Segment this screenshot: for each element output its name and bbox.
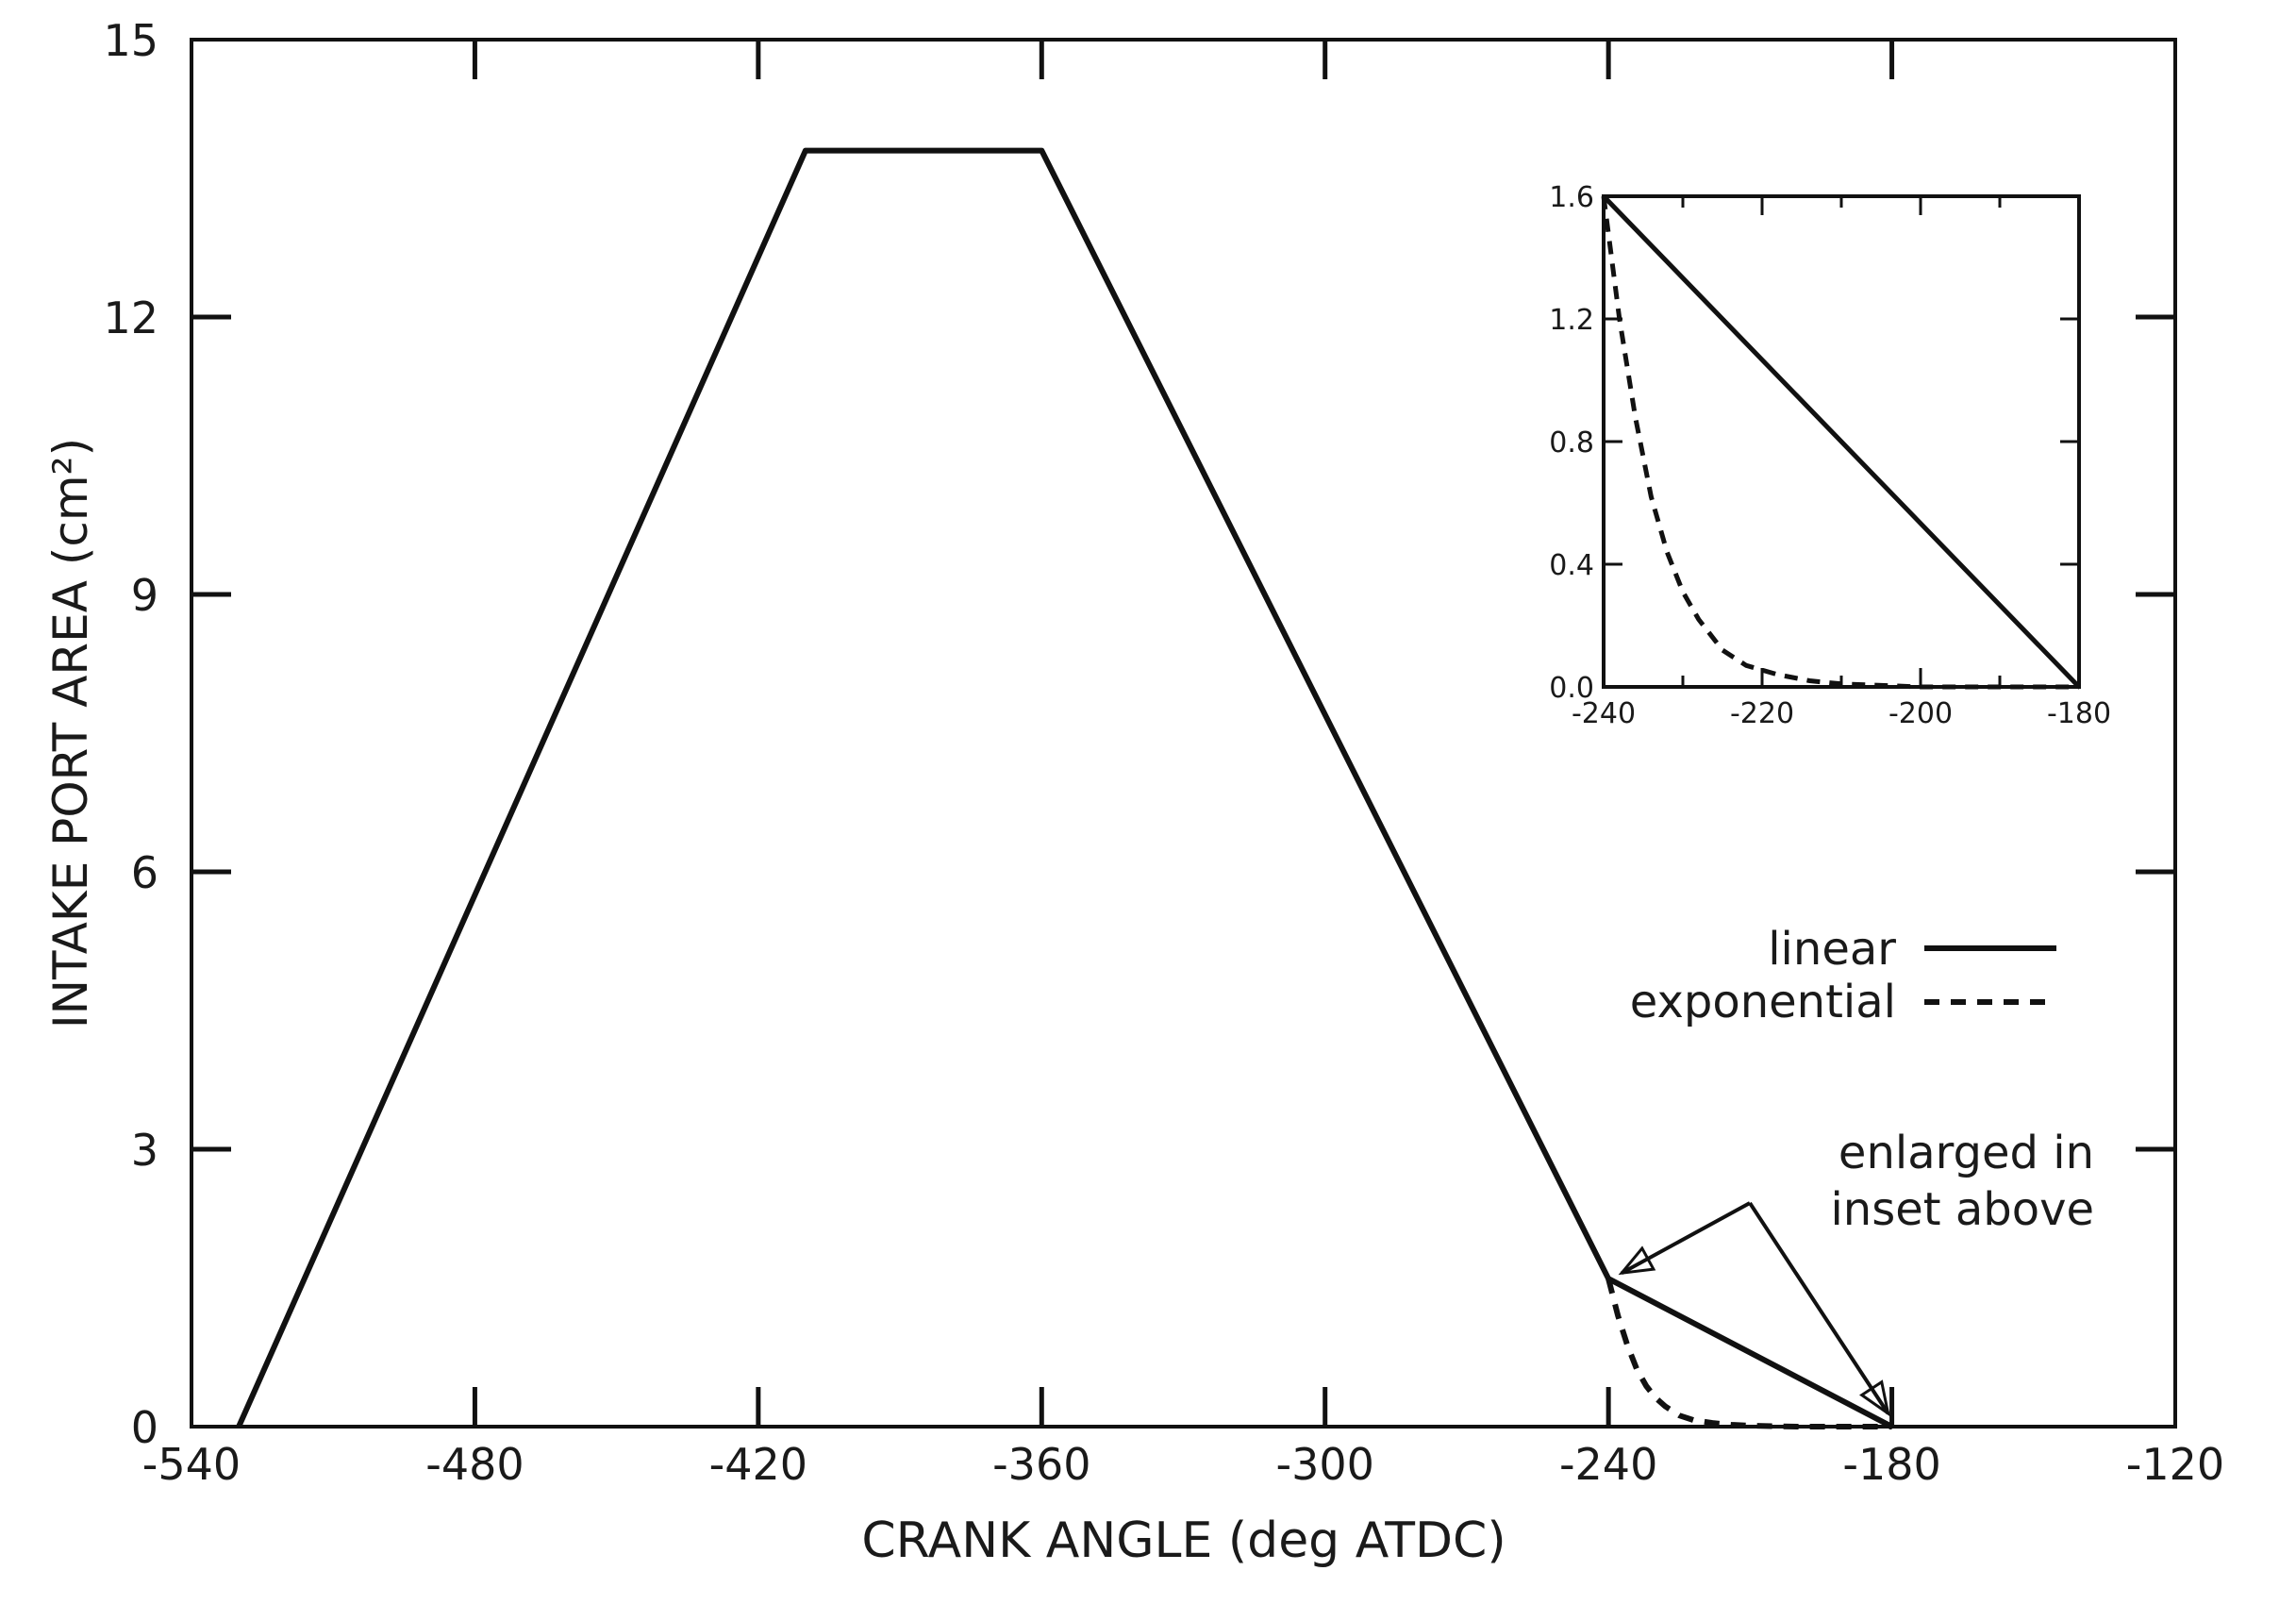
legend-label-exponential: exponential [1630, 976, 1896, 1028]
inset-y-tick-label: 1.6 [1549, 181, 1594, 214]
inset-x-tick-label: -180 [2047, 697, 2111, 730]
y-tick-label: 9 [131, 570, 158, 621]
y-tick-label: 0 [131, 1402, 158, 1453]
annotation-arrow [1748, 1201, 1890, 1415]
legend: linear exponential [1630, 923, 2056, 1028]
annotation-arrows [1618, 1201, 1890, 1417]
inset-x-tick-label: -220 [1730, 697, 1794, 730]
legend-label-linear: linear [1768, 923, 1896, 976]
annotation: enlarged in inset above [1618, 1127, 2094, 1417]
series-linear [236, 147, 1893, 1429]
x-tick-label: -540 [142, 1439, 241, 1490]
main-series [236, 147, 1893, 1429]
x-tick-label: -480 [425, 1439, 524, 1490]
annotation-arrowhead [1618, 1245, 1656, 1276]
inset-series-linear [1602, 194, 2081, 689]
inset-y-tick-label: 1.2 [1549, 304, 1594, 337]
y-tick-label: 15 [103, 15, 158, 66]
y-axis-label: INTAKE PORT AREA (cm²) [43, 438, 98, 1028]
inset-x-tick-label: -240 [1572, 697, 1636, 730]
inset-series-exponential [1601, 195, 2079, 690]
y-tick-label: 12 [103, 292, 158, 343]
inset-ticks: -240 -220 -200 -180 0.0 0.4 0.8 1.2 1.6 [1549, 181, 2111, 730]
x-tick-label: -300 [1276, 1439, 1374, 1490]
x-tick-label: -360 [992, 1439, 1090, 1490]
y-tick-label: 3 [131, 1125, 158, 1176]
inset-series [1601, 194, 2081, 690]
x-tick-label: -180 [1842, 1439, 1940, 1490]
x-tick-label: -120 [2126, 1439, 2224, 1490]
annotation-line-1: enlarged in [1838, 1127, 2094, 1179]
annotation-arrowhead [1859, 1379, 1890, 1417]
main-ticks: -540 -480 -420 -360 -300 -240 -180 -120 0 3 6 9 12 15 [103, 15, 2224, 1490]
annotation-line-2: inset above [1830, 1183, 2094, 1236]
inset-x-tick-label: -200 [1888, 697, 1953, 730]
x-axis-label: CRANK ANGLE (deg ATDC) [861, 1512, 1506, 1569]
annotation-arrow [1621, 1201, 1751, 1275]
x-tick-label: -420 [709, 1439, 807, 1490]
main-plot-frame [190, 38, 2177, 1429]
y-tick-label: 6 [131, 847, 158, 898]
inset-y-tick-label: 0.4 [1549, 549, 1594, 582]
inset-y-tick-label: 0.8 [1549, 426, 1594, 460]
series-exponential [1606, 1278, 1892, 1429]
x-tick-label: -240 [1559, 1439, 1657, 1490]
inset-y-tick-label: 0.0 [1549, 672, 1594, 705]
